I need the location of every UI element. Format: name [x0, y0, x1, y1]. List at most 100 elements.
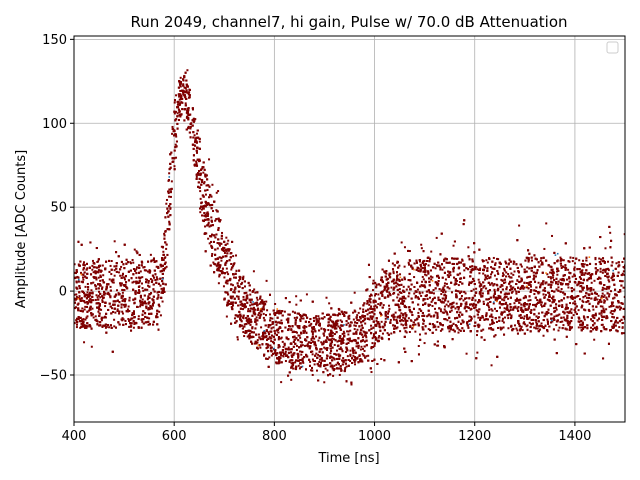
- scatter-point: [346, 330, 349, 333]
- scatter-point: [402, 324, 405, 327]
- scatter-point: [559, 256, 562, 259]
- scatter-point: [379, 304, 382, 307]
- scatter-point: [123, 278, 126, 281]
- scatter-point: [297, 356, 300, 359]
- scatter-point: [217, 190, 220, 193]
- scatter-point: [368, 318, 371, 321]
- scatter-point: [454, 324, 457, 327]
- scatter-point: [542, 334, 545, 337]
- scatter-point: [135, 276, 138, 279]
- scatter-point: [403, 246, 406, 249]
- scatter-point: [345, 365, 348, 368]
- scatter-point: [487, 304, 490, 307]
- scatter-point: [583, 263, 586, 266]
- scatter-point: [547, 291, 550, 294]
- scatter-point: [398, 291, 401, 294]
- scatter-point: [571, 260, 574, 263]
- scatter-point: [434, 311, 437, 314]
- scatter-point: [230, 268, 233, 271]
- scatter-point: [364, 334, 367, 337]
- scatter-point: [608, 305, 611, 308]
- scatter-point: [602, 295, 605, 298]
- scatter-point: [620, 280, 623, 283]
- scatter-point: [355, 345, 358, 348]
- scatter-point: [362, 320, 365, 323]
- scatter-point: [173, 112, 176, 115]
- scatter-point: [507, 327, 510, 330]
- scatter-point: [368, 303, 371, 306]
- scatter-point: [561, 283, 564, 286]
- scatter-point: [576, 267, 579, 270]
- scatter-point: [457, 284, 460, 287]
- scatter-point: [580, 290, 583, 293]
- scatter-point: [516, 279, 519, 282]
- scatter-point: [482, 316, 485, 319]
- scatter-point: [88, 295, 91, 298]
- scatter-point: [232, 291, 235, 294]
- scatter-point: [545, 222, 548, 225]
- scatter-point: [149, 278, 152, 281]
- scatter-point: [88, 291, 91, 294]
- scatter-point: [386, 332, 389, 335]
- scatter-point: [560, 288, 563, 291]
- scatter-point: [132, 326, 135, 329]
- scatter-point: [118, 312, 121, 315]
- scatter-point: [599, 267, 602, 270]
- scatter-point: [270, 354, 273, 357]
- scatter-point: [212, 261, 215, 264]
- scatter-point: [109, 264, 112, 267]
- scatter-point: [599, 277, 602, 280]
- scatter-point: [305, 344, 308, 347]
- scatter-point: [372, 346, 375, 349]
- scatter-point: [578, 298, 581, 301]
- scatter-point: [495, 283, 498, 286]
- scatter-point: [523, 317, 526, 320]
- scatter-point: [548, 293, 551, 296]
- scatter-point: [461, 319, 464, 322]
- scatter-point: [456, 290, 459, 293]
- scatter-point: [409, 326, 412, 329]
- scatter-point: [361, 353, 364, 356]
- scatter-point: [171, 132, 174, 135]
- scatter-point: [111, 281, 114, 284]
- scatter-point: [436, 265, 439, 268]
- scatter-point: [507, 297, 510, 300]
- scatter-point: [155, 265, 158, 268]
- scatter-point: [198, 140, 201, 143]
- scatter-point: [253, 288, 256, 291]
- scatter-point: [495, 278, 498, 281]
- scatter-point: [129, 261, 132, 264]
- scatter-point: [160, 287, 163, 290]
- scatter-point: [90, 299, 93, 302]
- scatter-point: [383, 322, 386, 325]
- scatter-point: [612, 305, 615, 308]
- scatter-point: [585, 296, 588, 299]
- scatter-point: [512, 273, 515, 276]
- scatter-point: [92, 316, 95, 319]
- scatter-point: [536, 327, 539, 330]
- scatter-point: [407, 295, 410, 298]
- scatter-point: [507, 317, 510, 320]
- scatter-point: [344, 366, 347, 369]
- scatter-point: [400, 297, 403, 300]
- scatter-point: [607, 269, 610, 272]
- scatter-point: [501, 275, 504, 278]
- scatter-point: [148, 317, 151, 320]
- scatter-point: [560, 264, 563, 267]
- scatter-point: [102, 274, 105, 277]
- scatter-point: [134, 298, 137, 301]
- scatter-point: [251, 327, 254, 330]
- scatter-point: [590, 281, 593, 284]
- scatter-point: [137, 289, 140, 292]
- scatter-point: [111, 307, 114, 310]
- scatter-point: [156, 316, 159, 319]
- scatter-point: [284, 360, 287, 363]
- scatter-point: [331, 331, 334, 334]
- scatter-point: [207, 221, 210, 224]
- scatter-point: [242, 331, 245, 334]
- scatter-point: [80, 322, 83, 325]
- scatter-point: [233, 262, 236, 265]
- scatter-point: [370, 294, 373, 297]
- scatter-point: [443, 305, 446, 308]
- scatter-point: [558, 313, 561, 316]
